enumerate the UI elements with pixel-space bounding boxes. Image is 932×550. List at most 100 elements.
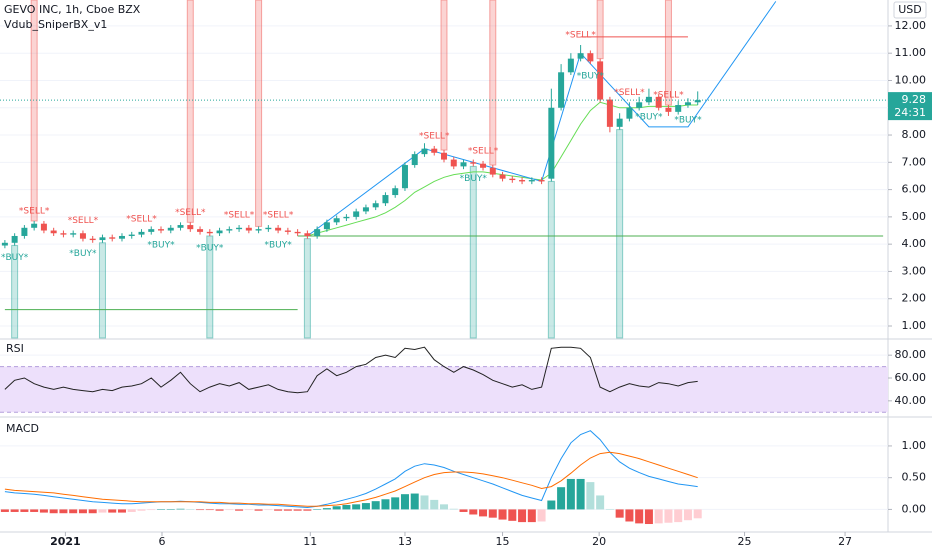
- candle-body: [314, 229, 321, 236]
- x-tick-label: 11: [303, 535, 317, 548]
- candle-body: [21, 227, 28, 236]
- x-tick-label: 2021: [50, 535, 81, 548]
- candle-body: [499, 174, 506, 179]
- sell-signal: *SELL*: [19, 206, 50, 216]
- candle-body: [528, 180, 535, 182]
- candle-body: [79, 233, 86, 239]
- candle-body: [323, 222, 330, 230]
- buy-signal: *BUY*: [460, 174, 488, 184]
- candle-body: [197, 229, 204, 232]
- buy-signal: *BUY*: [196, 243, 224, 253]
- histogram-bar: [576, 478, 585, 510]
- histogram-bar: [459, 509, 468, 512]
- candle-body: [665, 107, 672, 112]
- histogram-bar: [537, 509, 546, 522]
- candle-body: [411, 154, 418, 166]
- candle-body: [70, 233, 77, 235]
- candle-body: [284, 230, 291, 232]
- sell-signal: *SELL*: [614, 88, 645, 98]
- candle-body: [421, 148, 428, 155]
- histogram-bar: [596, 495, 605, 510]
- buy-highlight: [303, 238, 311, 339]
- candle-body: [450, 159, 457, 167]
- currency-box: [893, 1, 927, 19]
- histogram-bar: [635, 509, 644, 524]
- sell-highlight: [664, 0, 672, 106]
- candle-body: [236, 227, 243, 230]
- y-tick-label: 6.00: [902, 183, 927, 196]
- histogram-bar: [391, 497, 400, 510]
- y-tick-label: 7.00: [902, 155, 927, 168]
- histogram-bar: [59, 509, 68, 514]
- histogram-bar: [371, 501, 380, 510]
- candle-body: [128, 234, 135, 236]
- sell-signal: *SELL*: [126, 215, 157, 225]
- y-tick-label: 0.50: [902, 471, 927, 484]
- candle-body: [333, 218, 340, 223]
- candle-body: [118, 235, 125, 239]
- histogram-bar: [0, 509, 9, 512]
- y-tick-label: 40.00: [895, 394, 927, 407]
- candle-body: [480, 163, 487, 168]
- candle-body: [675, 105, 682, 112]
- sell-highlight: [489, 0, 497, 166]
- histogram-bar: [303, 509, 312, 511]
- histogram-bar: [235, 509, 244, 511]
- candle-body: [519, 180, 526, 182]
- candle-body: [187, 225, 194, 230]
- candle-body: [626, 107, 633, 119]
- sell-signal: *SELL*: [419, 131, 450, 141]
- histogram-bar: [332, 506, 341, 510]
- candle-body: [265, 227, 272, 230]
- histogram-bar: [654, 509, 663, 524]
- countdown: 24:31: [894, 106, 926, 119]
- histogram-bar: [683, 509, 692, 521]
- candle-body: [245, 227, 252, 231]
- x-tick-label: 25: [738, 535, 752, 548]
- candle-body: [401, 165, 408, 189]
- y-tick-label: 11.00: [895, 46, 927, 59]
- histogram-bar: [293, 509, 302, 511]
- histogram-bar: [69, 509, 78, 514]
- histogram-bar: [400, 494, 409, 510]
- candle-body: [509, 178, 516, 181]
- histogram-bar: [215, 509, 224, 511]
- candle-body: [158, 229, 165, 231]
- histogram-bar: [352, 504, 361, 510]
- buy-highlight: [98, 242, 106, 339]
- candle-body: [353, 211, 360, 217]
- candle-body: [99, 237, 106, 241]
- histogram-bar: [205, 509, 214, 511]
- candle-body: [109, 237, 116, 239]
- candle-body: [538, 180, 545, 182]
- histogram-bar: [166, 509, 175, 510]
- chart-title: GEVO INC, 1h, Cboe BZX: [4, 3, 141, 16]
- histogram-bar: [381, 499, 390, 510]
- y-tick-label: 12.00: [895, 19, 927, 32]
- histogram-bar: [547, 500, 556, 510]
- candle-body: [606, 99, 613, 127]
- buy-highlight: [547, 180, 555, 339]
- sell-signal: *SELL*: [175, 208, 206, 218]
- histogram-bar: [254, 509, 263, 511]
- sell-highlight: [440, 0, 448, 151]
- rsi-line: [4, 346, 698, 394]
- macd-title: MACD: [6, 422, 39, 435]
- sell-signal: *SELL*: [565, 31, 596, 41]
- candle-body: [636, 102, 643, 108]
- candle-body: [597, 61, 604, 100]
- candle-body: [206, 231, 213, 234]
- candle-body: [362, 207, 369, 212]
- histogram-bar: [78, 509, 87, 514]
- histogram-bar: [361, 503, 370, 510]
- buy-highlight: [616, 129, 624, 339]
- histogram-bar: [30, 509, 39, 512]
- histogram-bar: [244, 509, 253, 511]
- macd-line: [4, 430, 698, 509]
- histogram-bar: [674, 509, 683, 523]
- histogram-bar: [264, 509, 273, 511]
- histogram-bar: [527, 509, 536, 523]
- candle-body: [31, 223, 38, 228]
- histogram-bar: [440, 504, 448, 510]
- sell-highlight: [596, 0, 604, 60]
